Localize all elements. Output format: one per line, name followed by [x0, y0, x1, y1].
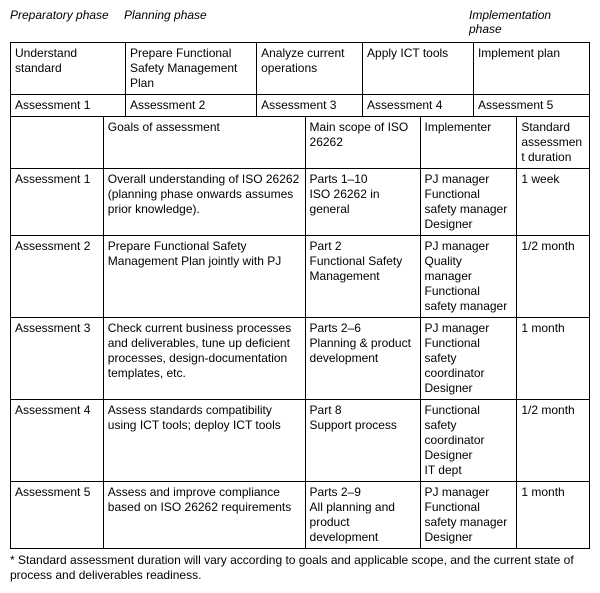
cell: Assessment 2: [11, 236, 104, 318]
table-row: Assessment 1Overall understanding of ISO…: [11, 169, 590, 236]
cell-assessment-5: Assessment 5: [473, 95, 589, 117]
cell: PJ managerQuality managerFunctional safe…: [420, 236, 517, 318]
cell-analyze-ops: Analyze current operations: [257, 43, 363, 95]
cell: Assess and improve compliance based on I…: [103, 482, 305, 549]
phase-header: Preparatory phase Planning phase Impleme…: [10, 8, 590, 36]
cell: Assessment 3: [11, 318, 104, 400]
cell-assessment-3: Assessment 3: [257, 95, 363, 117]
table-row: Assessment 2Prepare Functional Safety Ma…: [11, 236, 590, 318]
cell: Functional safety coordinatorDesignerIT …: [420, 400, 517, 482]
footnote: * Standard assessment duration will vary…: [10, 553, 590, 583]
assessments-table: Goals of assessment Main scope of ISO 26…: [10, 117, 590, 549]
table-row: Assessment 5Assess and improve complianc…: [11, 482, 590, 549]
cell: PJ managerFunctional safety managerDesig…: [420, 169, 517, 236]
cell-assessment-2: Assessment 2: [125, 95, 256, 117]
head-scope: Main scope of ISO 26262: [305, 117, 420, 169]
table-row: Assessment 4Assess standards compatibili…: [11, 400, 590, 482]
cell: 1/2 month: [517, 236, 590, 318]
cell: Overall understanding of ISO 26262 (plan…: [103, 169, 305, 236]
phase-preparatory: Preparatory phase: [10, 8, 124, 36]
cell: Assessment 5: [11, 482, 104, 549]
cell-assessment-4: Assessment 4: [363, 95, 474, 117]
phases-table: Understand standard Prepare Functional S…: [10, 42, 590, 117]
head-blank: [11, 117, 104, 169]
cell-prepare-fsmp: Prepare Functional Safety Management Pla…: [125, 43, 256, 95]
cell-implement-plan: Implement plan: [473, 43, 589, 95]
cell: Parts 2–9All planning and product develo…: [305, 482, 420, 549]
head-goals: Goals of assessment: [103, 117, 305, 169]
cell: PJ managerFunctional safety managerDesig…: [420, 482, 517, 549]
cell-assessment-1: Assessment 1: [11, 95, 126, 117]
cell: 1 month: [517, 482, 590, 549]
cell: PJ managerFunctional safety coordinatorD…: [420, 318, 517, 400]
table-row: Understand standard Prepare Functional S…: [11, 43, 590, 95]
cell: Check current business processes and del…: [103, 318, 305, 400]
cell: Assessment 4: [11, 400, 104, 482]
table-head-row: Goals of assessment Main scope of ISO 26…: [11, 117, 590, 169]
cell: Part 2Functional Safety Management: [305, 236, 420, 318]
head-duration: Standard assessment duration: [517, 117, 590, 169]
phase-implementation: Implementation phase: [469, 8, 584, 36]
cell: Prepare Functional Safety Management Pla…: [103, 236, 305, 318]
cell: Assess standards compatibility using ICT…: [103, 400, 305, 482]
cell-apply-ict: Apply ICT tools: [363, 43, 474, 95]
phase-planning: Planning phase: [124, 8, 254, 36]
cell: 1/2 month: [517, 400, 590, 482]
head-impl: Implementer: [420, 117, 517, 169]
cell-understand-standard: Understand standard: [11, 43, 126, 95]
cell: Parts 2–6Planning & product development: [305, 318, 420, 400]
table-row: Assessment 1 Assessment 2 Assessment 3 A…: [11, 95, 590, 117]
cell: Parts 1–10ISO 26262 in general: [305, 169, 420, 236]
cell: Part 8Support process: [305, 400, 420, 482]
phase-spacer: [254, 8, 469, 36]
table-row: Assessment 3Check current business proce…: [11, 318, 590, 400]
cell: Assessment 1: [11, 169, 104, 236]
cell: 1 month: [517, 318, 590, 400]
cell: 1 week: [517, 169, 590, 236]
